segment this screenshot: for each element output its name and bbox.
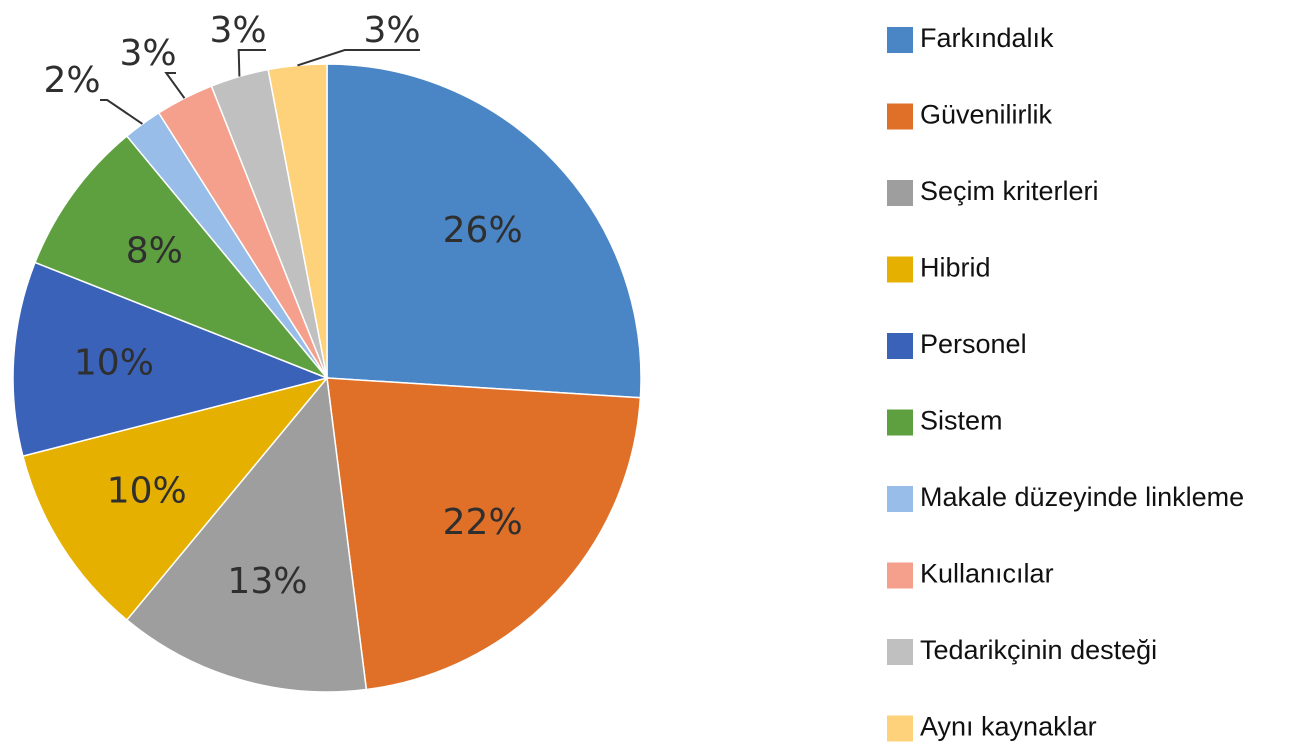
data-label: 3% [209,10,266,51]
legend-swatch [887,486,913,512]
data-label: 26% [443,210,523,251]
data-label: 10% [74,343,154,384]
data-label: 10% [107,470,187,511]
data-label: 2% [43,60,100,101]
pie-slice [125,376,368,693]
pie-slice [326,63,642,399]
legend-swatch [887,333,913,359]
legend-swatch [887,103,913,130]
legend-swatch [887,256,913,283]
legend-label: Seçim kriterleri [920,176,1099,206]
legend-label: Hibrid [920,253,991,283]
leader-line [297,49,420,67]
leader-line [164,72,186,99]
legend-swatch [887,409,913,436]
legend-swatch [887,639,913,665]
legend-label: Güvenilirlik [920,100,1053,130]
legend-swatch [887,715,913,742]
legend-label: Farkındalık [920,23,1054,53]
data-label: 22% [443,502,523,543]
pie-slice [12,261,330,458]
pie-slice [267,63,328,379]
pie-slice [21,376,330,621]
legend-label: Personel [920,329,1027,359]
legend-label: Kullanıcılar [920,559,1054,589]
legend-swatch [887,180,913,206]
legend-swatch [887,27,913,53]
data-label: 3% [119,33,176,74]
data-label: 3% [363,10,420,51]
data-label: 8% [126,230,183,271]
data-label: 13% [227,561,307,602]
legend-label: Makale düzeyinde linkleme [920,482,1244,512]
pie-slice [326,377,642,691]
leader-line [237,49,266,77]
legend-swatch [887,562,913,589]
leader-line [100,99,143,125]
legend-label: Tedarikçinin desteği [920,635,1157,665]
legend-label: Aynı kaynaklar [920,712,1097,742]
pie-slice [34,135,328,379]
legend-label: Sistem [920,406,1003,436]
